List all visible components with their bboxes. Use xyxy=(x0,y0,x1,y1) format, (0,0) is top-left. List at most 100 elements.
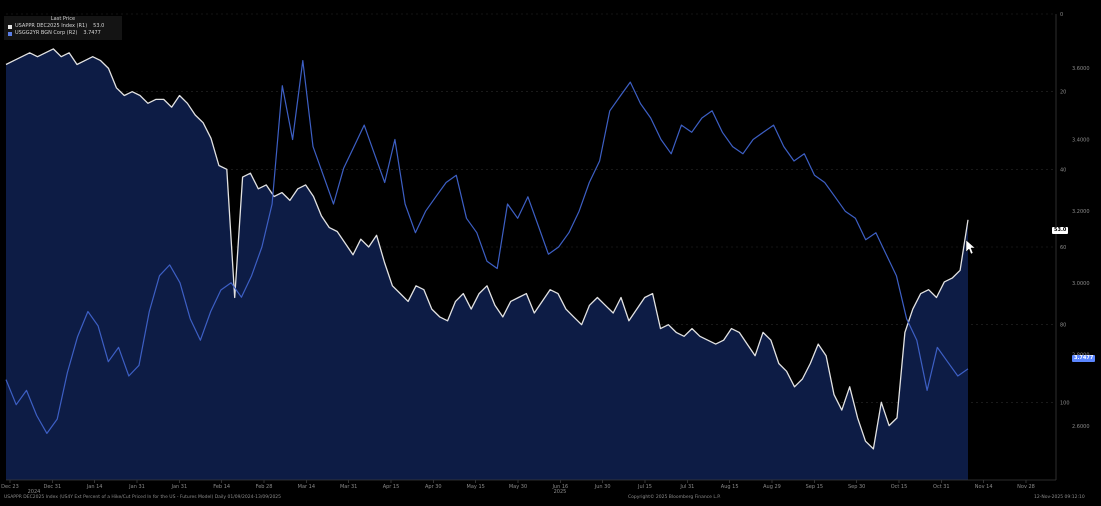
series-1-point xyxy=(258,188,259,189)
series-2-point xyxy=(691,132,692,133)
x-tick-label: Jan 14 xyxy=(86,484,103,490)
series-1-point xyxy=(337,231,338,232)
series-2-point xyxy=(609,110,610,111)
series-1-point xyxy=(510,301,511,302)
x-year-label: 2025 xyxy=(554,489,567,495)
series-2-point xyxy=(476,232,477,233)
legend-entry-2[interactable]: USGG2YR BGN Corp (R2) 3.7477 xyxy=(4,30,122,37)
series-1-point xyxy=(92,56,93,57)
r2-tick-label: 3.6000 xyxy=(1072,66,1090,72)
x-tick-label: Jun 30 xyxy=(594,484,611,490)
legend-entry-2-value: 3.7477 xyxy=(83,30,101,36)
series-1-point xyxy=(124,95,125,96)
x-tick-label: Mar 31 xyxy=(340,484,357,490)
series-1-point xyxy=(171,107,172,108)
series-2-point xyxy=(445,182,446,183)
series-1-point xyxy=(699,336,700,337)
series-2-point xyxy=(77,336,78,337)
x-tick-label: Apr 30 xyxy=(425,484,442,490)
series-1-point xyxy=(116,87,117,88)
series-2-point xyxy=(937,347,938,348)
series-2-point xyxy=(507,203,508,204)
series-2-point xyxy=(169,264,170,265)
legend-entry-1[interactable]: USAPPR DEC2025 Index (R1) 53.0 xyxy=(4,23,122,30)
series-1-point xyxy=(652,293,653,294)
series-2-point xyxy=(231,282,232,283)
x-tick-label: Nov 14 xyxy=(975,484,993,490)
series-1-point xyxy=(873,448,874,449)
r1-tick-label: 20 xyxy=(1060,90,1066,96)
series-2-point xyxy=(271,203,272,204)
series-2-point xyxy=(190,318,191,319)
series-1-point xyxy=(447,320,448,321)
series-1-point xyxy=(455,301,456,302)
series-2-point xyxy=(886,254,887,255)
series-1-point xyxy=(534,312,535,313)
series-1-point xyxy=(857,417,858,418)
series-1-point xyxy=(273,196,274,197)
series-1-point xyxy=(329,227,330,228)
series-1-point xyxy=(904,332,905,333)
series-2-point xyxy=(364,125,365,126)
series-1-point xyxy=(100,60,101,61)
series-1-point xyxy=(723,340,724,341)
series-2-point xyxy=(579,211,580,212)
series-1-point xyxy=(526,293,527,294)
x-tick-label: Mar 14 xyxy=(298,484,315,490)
x-tick-label: Jul 31 xyxy=(679,484,694,490)
series-1-point xyxy=(518,297,519,298)
series-2-point xyxy=(527,196,528,197)
series-1-point xyxy=(896,417,897,418)
series-1-point xyxy=(881,402,882,403)
series-2-point xyxy=(251,275,252,276)
x-tick-label: Oct 15 xyxy=(891,484,908,490)
series-1-point xyxy=(802,378,803,379)
r2-tick-label: 3.0000 xyxy=(1072,281,1090,287)
series-1-point xyxy=(810,363,811,364)
footer-copyright: Copyright© 2025 Bloomberg Finance L.P. xyxy=(628,495,721,500)
last-value-tag-series1: 53.0 xyxy=(1052,227,1069,234)
legend-header: Last Price xyxy=(50,16,76,22)
series-2-point xyxy=(5,379,6,380)
x-tick-label: Sep 15 xyxy=(806,484,823,490)
series-2-point xyxy=(783,146,784,147)
series-2-point xyxy=(36,415,37,416)
series-2-point xyxy=(57,418,58,419)
series-1-point xyxy=(944,281,945,282)
series-1-point xyxy=(400,293,401,294)
series-1-point xyxy=(833,394,834,395)
series-2-point xyxy=(906,318,907,319)
series-1-point xyxy=(707,340,708,341)
series-2-point xyxy=(118,347,119,348)
series-2-point xyxy=(138,365,139,366)
series-1-point xyxy=(234,297,235,298)
series-2-point xyxy=(538,225,539,226)
series-1-point xyxy=(352,254,353,255)
series-1-point xyxy=(84,60,85,61)
series-2-point xyxy=(282,85,283,86)
series-1-point xyxy=(849,386,850,387)
series-2-point xyxy=(108,361,109,362)
x-tick-label: Aug 29 xyxy=(763,484,781,490)
series-1-point xyxy=(739,332,740,333)
series-1-point xyxy=(620,297,621,298)
legend-entry-1-name: USAPPR DEC2025 Index (R1) xyxy=(15,23,88,29)
series-2-point xyxy=(486,261,487,262)
series-2-point xyxy=(16,404,17,405)
series-1-point xyxy=(147,103,148,104)
series-1-point xyxy=(486,285,487,286)
series-1-point xyxy=(920,293,921,294)
series-1-point xyxy=(889,425,890,426)
series-1-point xyxy=(636,309,637,310)
series-1-point xyxy=(163,99,164,100)
series-2-point xyxy=(374,153,375,154)
series-2-point xyxy=(333,203,334,204)
series-2-point xyxy=(384,182,385,183)
series-2-point xyxy=(261,246,262,247)
series-1-area xyxy=(6,48,968,481)
x-tick-label: Sep 30 xyxy=(848,484,865,490)
series-2-point xyxy=(179,282,180,283)
series-1-point xyxy=(139,95,140,96)
legend-swatch-2 xyxy=(8,31,12,36)
series-1-point xyxy=(5,64,6,65)
